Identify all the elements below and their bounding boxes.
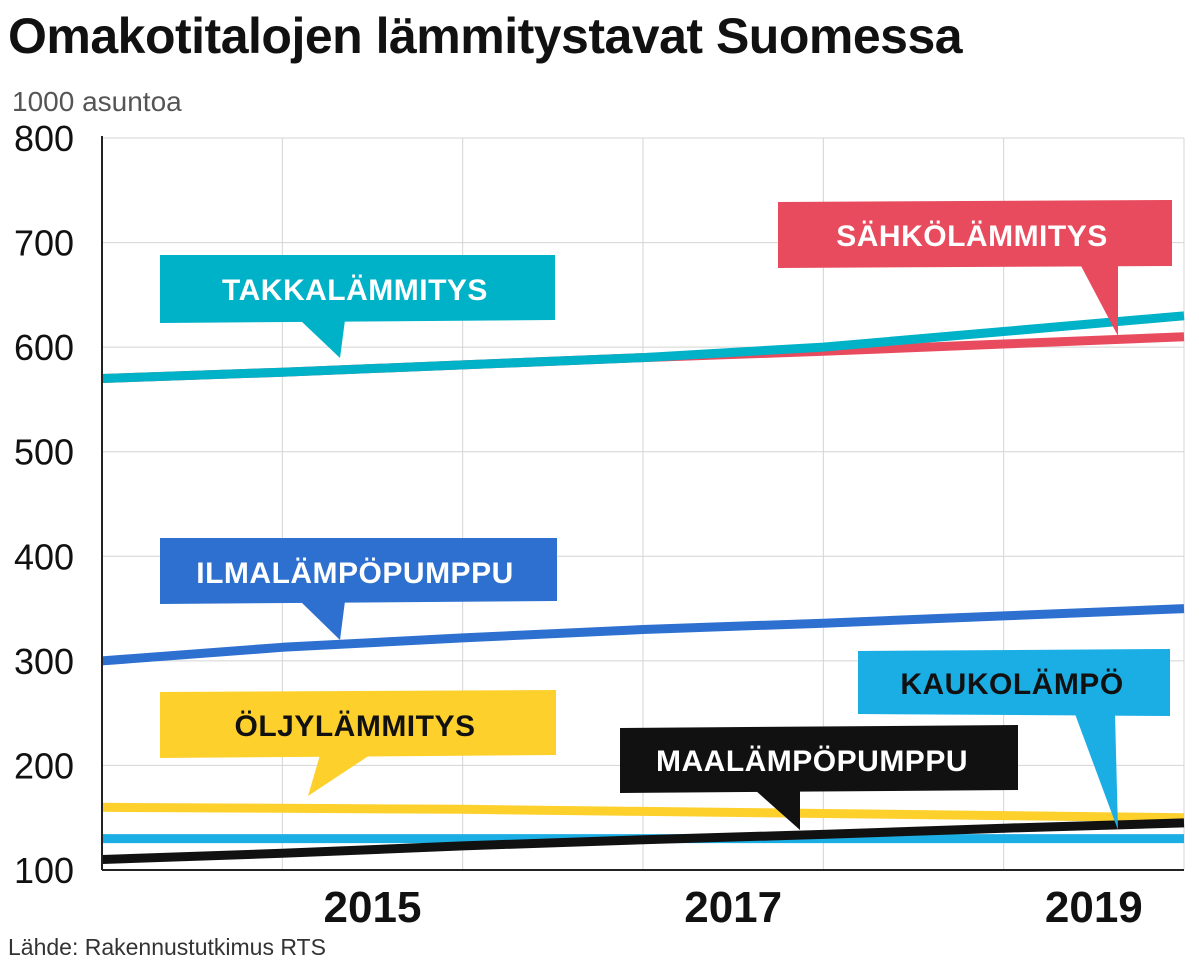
series-line-ilmalampopumppu: [101, 604, 1185, 666]
series-layer: [101, 311, 1185, 864]
legend-label-maalampopumppu: MAALÄMPÖPUMPPU: [656, 745, 968, 778]
y-tick-label-800: 800: [14, 118, 74, 159]
y-tick-label-600: 600: [14, 327, 74, 368]
y-tick-label-100: 100: [14, 850, 74, 891]
callout-pointer-maalampopumppu: [755, 790, 800, 830]
legend-label-oljylammitys: ÖLJYLÄMMITYS: [234, 710, 475, 743]
unit-label: 1000 asuntoa: [12, 86, 182, 117]
legend-label-kaukolampo: KAUKOLÄMPÖ: [900, 668, 1123, 701]
callout-pointer-sahkolammitys: [1080, 264, 1118, 336]
series-line-oljylammitys: [101, 802, 1185, 823]
callout-box-oljylammitys: [160, 690, 556, 758]
y-tick-label-500: 500: [14, 432, 74, 473]
callout-box-maalampopumppu: [620, 725, 1018, 793]
legend-label-ilmalampopumppu: ILMALÄMPÖPUMPPU: [196, 557, 514, 590]
callout-box-sahkolammitys: [778, 200, 1172, 268]
callout-pointer-oljylammitys: [308, 755, 370, 796]
x-tick-label-2015: 2015: [324, 883, 422, 932]
callout-pointer-ilmalampopumppu: [300, 601, 345, 640]
series-line-takkalammitys: [101, 311, 1185, 383]
series-line-maalampopumppu: [101, 818, 1185, 864]
callout-oljylammitys: ÖLJYLÄMMITYS: [160, 690, 556, 796]
callout-ilmalampopumppu: ILMALÄMPÖPUMPPU: [160, 538, 557, 640]
callout-takkalammitys: TAKKALÄMMITYS: [160, 255, 555, 358]
x-tick-label-2017: 2017: [684, 883, 782, 932]
callout-box-takkalammitys: [160, 255, 555, 323]
chart-title: Omakotitalojen lämmitystavat Suomessa: [8, 8, 963, 64]
callout-box-kaukolampo: [858, 649, 1170, 716]
callout-pointer-kaukolampo: [1075, 714, 1118, 830]
x-tick-label-2019: 2019: [1045, 883, 1143, 932]
y-tick-label-300: 300: [14, 641, 74, 682]
y-tick-label-700: 700: [14, 223, 74, 264]
callout-box-ilmalampopumppu: [160, 538, 557, 604]
y-tick-label-400: 400: [14, 536, 74, 577]
callout-sahkolammitys: SÄHKÖLÄMMITYS: [778, 200, 1172, 336]
callout-layer: TAKKALÄMMITYS SÄHKÖLÄMMITYS ILMALÄMPÖPUMPP…: [160, 200, 1172, 830]
callout-pointer-takkalammitys: [300, 320, 345, 358]
y-tick-label-200: 200: [14, 745, 74, 786]
callout-kaukolampo: KAUKOLÄMPÖ: [858, 649, 1170, 830]
source-label: Lähde: Rakennustutkimus RTS: [8, 934, 326, 960]
legend-label-sahkolammitys: SÄHKÖLÄMMITYS: [836, 220, 1108, 253]
legend-label-takkalammitys: TAKKALÄMMITYS: [222, 274, 488, 307]
axis-layer: 100 200 300 400 500 600 700 800 2015 2017 2019: [14, 118, 1184, 932]
callout-maalampopumppu: MAALÄMPÖPUMPPU: [620, 725, 1018, 830]
